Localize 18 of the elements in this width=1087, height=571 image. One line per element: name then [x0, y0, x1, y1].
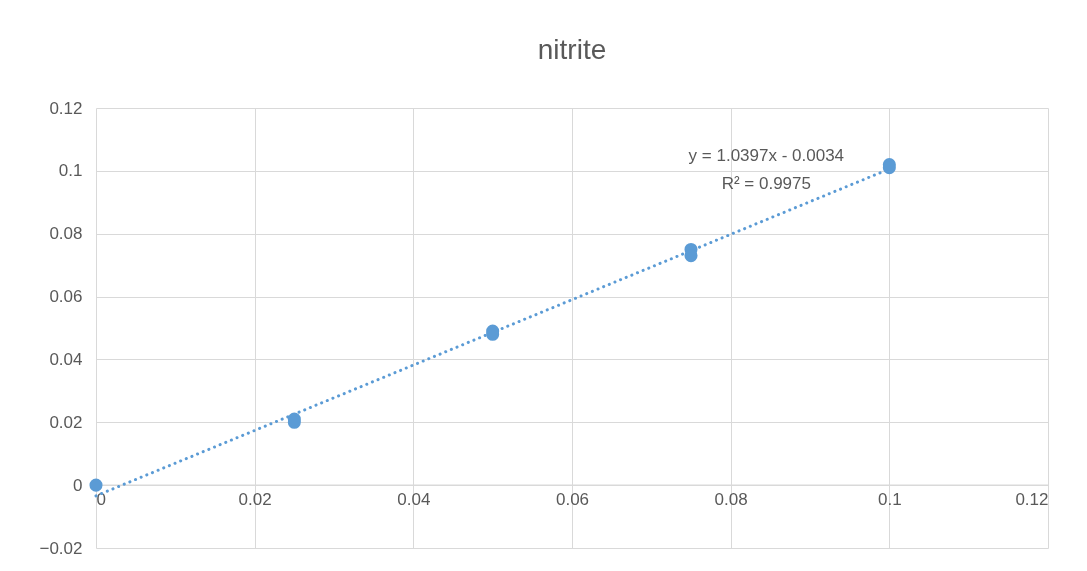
y-tick-label: 0	[73, 475, 83, 495]
y-tick-label: 0.1	[58, 161, 83, 181]
x-tick-label: 0.12	[1015, 489, 1049, 509]
x-tick-label: 0.04	[397, 489, 431, 509]
x-tick-label: 0.02	[238, 489, 272, 509]
annotation: y = 1.0397x - 0.0034	[688, 145, 845, 165]
y-tick-label: 0.04	[49, 349, 83, 369]
y-tick-label: 0.06	[49, 287, 83, 307]
x-tick-label: 0.06	[555, 489, 590, 509]
annotation: R² = 0.9975	[721, 173, 811, 193]
chart-title: nitrite	[537, 34, 607, 65]
y-tick-label: 0.08	[49, 224, 83, 244]
x-tick-label: 0.08	[714, 489, 748, 509]
x-tick-label: 0.1	[878, 489, 902, 509]
y-tick-label: 0.02	[49, 412, 83, 432]
point	[89, 478, 103, 492]
y-tick-label: −0.02	[39, 538, 83, 558]
y-tick-label: 0.12	[49, 98, 83, 118]
